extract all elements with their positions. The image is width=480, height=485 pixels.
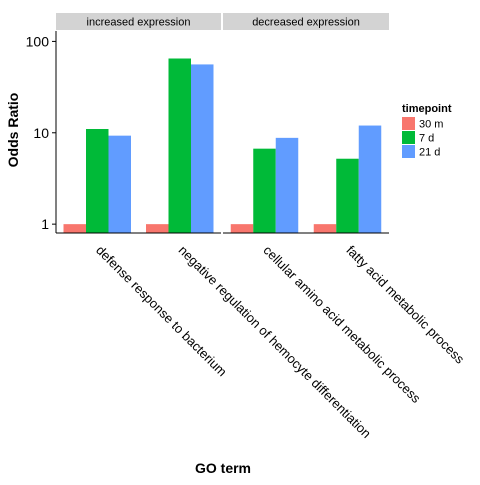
legend-key-21-d (402, 145, 415, 158)
legend-key-7-d (402, 131, 415, 144)
bar-defense-response-to-bacterium-21-d (108, 135, 131, 233)
bar-defense-response-to-bacterium-7-d (86, 128, 109, 233)
x-axis-title: GO term (195, 460, 251, 476)
bar-negative-regulation-of-hemocyte-differentiation-7-d (168, 58, 191, 234)
x-tick-label: negative regulation of hemocyte differen… (176, 243, 374, 441)
y-tick-label: 1 (41, 216, 49, 232)
panel-increased-expression: increased expression (56, 13, 221, 234)
legend-label: 21 d (419, 147, 440, 159)
bar-cellular-amino-acid-metabolic-process-21-d (275, 137, 299, 233)
bar-fatty-acid-metabolic-process-7-d (336, 158, 359, 233)
panel-decreased-expression: decreased expression (223, 13, 389, 234)
bar-fatty-acid-metabolic-process-30-m (313, 224, 337, 233)
y-tick-label: 10 (33, 125, 49, 141)
strip-background (223, 13, 389, 30)
bar-cellular-amino-acid-metabolic-process-30-m (230, 224, 254, 233)
strip-label: decreased expression (252, 17, 360, 29)
bar-negative-regulation-of-hemocyte-differentiation-30-m (146, 224, 169, 233)
bar-cellular-amino-acid-metabolic-process-7-d (253, 148, 276, 233)
panels-layer: increased expression decreased expression (56, 13, 389, 234)
strip-background (56, 13, 221, 30)
bar-negative-regulation-of-hemocyte-differentiation-21-d (191, 64, 214, 234)
bar-fatty-acid-metabolic-process-21-d (358, 125, 382, 233)
strip-label: increased expression (87, 17, 191, 29)
x-tick-label: defense response to bacterium (93, 243, 230, 380)
legend-label: 7 d (419, 133, 434, 145)
legend-key-30-m (402, 117, 415, 130)
y-tick-label: 100 (26, 33, 50, 49)
y-axis: 1 10 100 (26, 31, 57, 233)
x-tick-label: cellular amino acid metabolic process (260, 243, 424, 407)
y-axis-title: Odds Ratio (5, 93, 21, 168)
legend: timepoint 30 m 7 d 21 d (402, 103, 452, 159)
bar-defense-response-to-bacterium-30-m (63, 224, 86, 233)
legend-label: 30 m (419, 119, 443, 131)
legend-title: timepoint (402, 103, 452, 115)
